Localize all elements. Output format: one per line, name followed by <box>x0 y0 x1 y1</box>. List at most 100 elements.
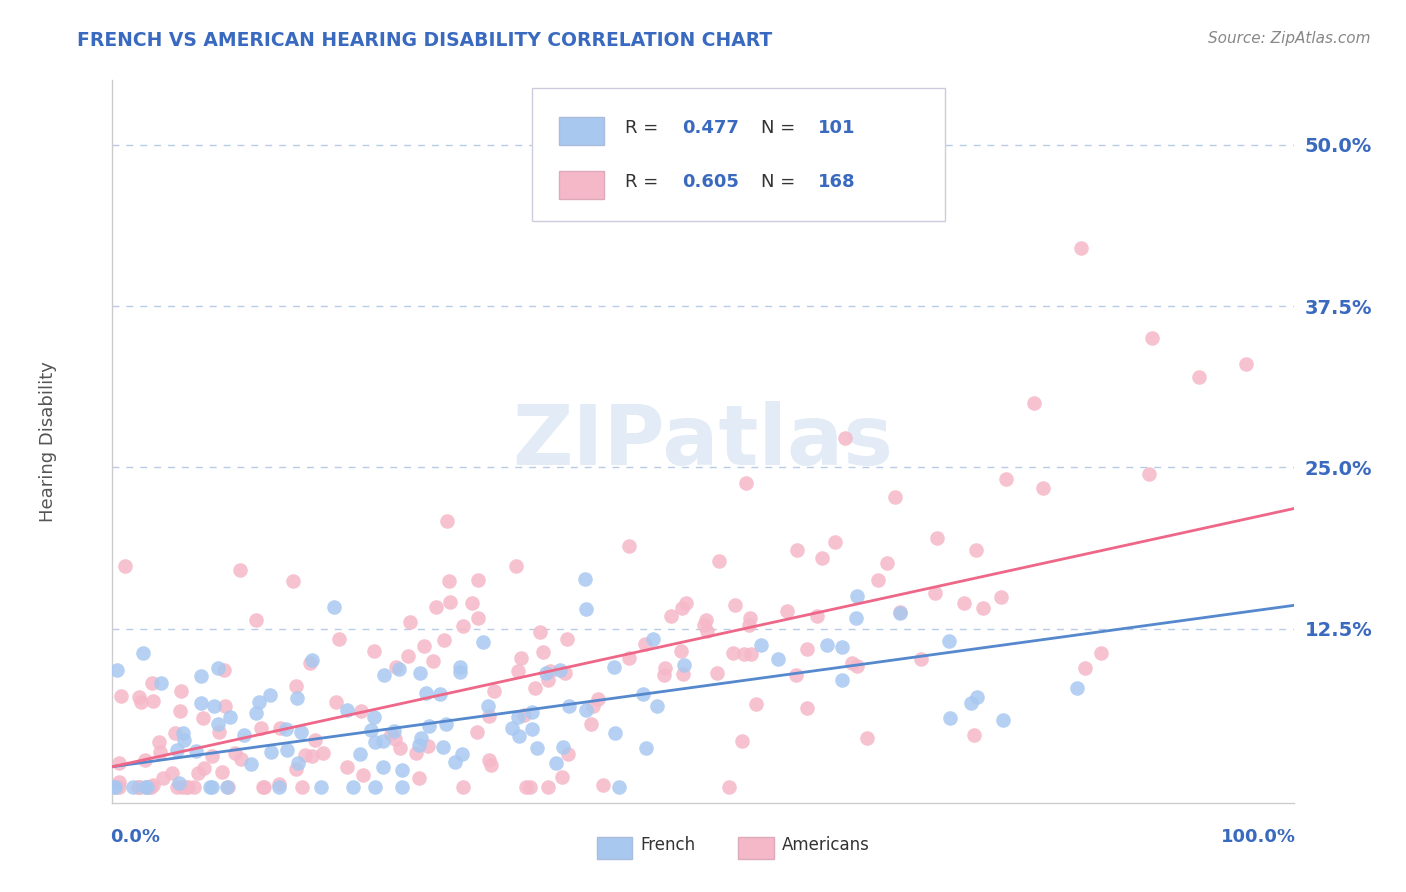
Point <box>938 634 960 648</box>
Point <box>141 780 163 795</box>
Text: FRENCH VS AMERICAN HEARING DISABILITY CORRELATION CHART: FRENCH VS AMERICAN HEARING DISABILITY CO… <box>77 31 772 50</box>
Point <box>631 688 654 702</box>
Point <box>605 726 627 740</box>
Point <box>433 632 456 647</box>
Point <box>198 780 221 795</box>
Point <box>1188 370 1211 384</box>
Point <box>520 722 543 736</box>
Point <box>796 701 818 715</box>
Point <box>142 778 165 792</box>
Point <box>449 660 471 674</box>
Point <box>160 765 183 780</box>
Point <box>592 778 614 792</box>
Point <box>285 690 308 705</box>
Point <box>555 632 578 646</box>
Point <box>103 780 125 794</box>
Point <box>373 734 395 748</box>
Point <box>311 780 333 795</box>
Point <box>538 665 561 679</box>
Point <box>201 748 224 763</box>
Point <box>810 550 832 565</box>
Text: Source: ZipAtlas.com: Source: ZipAtlas.com <box>1208 31 1371 46</box>
Point <box>1066 681 1088 695</box>
Point <box>207 717 229 731</box>
Point <box>352 767 374 781</box>
Point <box>558 698 581 713</box>
Point <box>152 772 174 786</box>
Point <box>659 609 682 624</box>
Point <box>385 660 408 674</box>
Point <box>734 476 756 491</box>
Point <box>557 747 579 762</box>
Point <box>128 690 150 705</box>
Point <box>290 724 312 739</box>
Point <box>110 690 132 704</box>
Point <box>294 747 316 762</box>
Point <box>959 696 981 710</box>
Point <box>325 695 347 709</box>
Point <box>965 543 987 558</box>
Point <box>696 624 718 639</box>
FancyBboxPatch shape <box>560 171 603 199</box>
Point <box>478 709 501 723</box>
Point <box>924 586 946 600</box>
Point <box>276 743 298 757</box>
Point <box>183 780 205 795</box>
Point <box>405 746 427 760</box>
Point <box>415 686 437 700</box>
Point <box>212 663 235 677</box>
Point <box>544 756 567 771</box>
Point <box>150 675 173 690</box>
Point <box>733 647 755 661</box>
Point <box>207 661 229 675</box>
Text: N =: N = <box>761 173 801 191</box>
Point <box>413 639 436 653</box>
Point <box>437 574 460 588</box>
Point <box>269 780 291 795</box>
Point <box>868 574 890 588</box>
Point <box>786 543 808 558</box>
Point <box>472 634 495 648</box>
Point <box>142 694 165 708</box>
Point <box>482 683 505 698</box>
Point <box>439 594 461 608</box>
Point <box>671 644 693 658</box>
Point <box>889 606 911 620</box>
Point <box>603 660 626 674</box>
Point <box>1090 646 1112 660</box>
Text: 168: 168 <box>817 173 855 191</box>
Text: 0.605: 0.605 <box>682 173 738 191</box>
Point <box>1022 396 1045 410</box>
Point <box>229 752 252 766</box>
Point <box>193 761 215 775</box>
Point <box>170 780 193 795</box>
FancyBboxPatch shape <box>531 87 945 221</box>
Point <box>114 559 136 574</box>
Point <box>551 770 574 784</box>
Point <box>806 609 828 624</box>
Point <box>167 775 190 789</box>
Point <box>149 745 172 759</box>
Point <box>336 760 359 774</box>
Point <box>190 669 212 683</box>
Point <box>177 780 200 795</box>
Text: French: French <box>640 836 696 854</box>
Point <box>328 632 350 646</box>
Point <box>214 698 236 713</box>
Point <box>730 734 752 748</box>
Point <box>515 780 537 795</box>
Point <box>260 745 283 759</box>
Point <box>536 780 558 795</box>
Point <box>524 681 547 695</box>
Point <box>479 757 502 772</box>
Point <box>501 721 523 735</box>
Point <box>418 719 440 733</box>
Point <box>554 666 576 681</box>
Point <box>550 663 572 677</box>
Point <box>408 739 430 753</box>
Point <box>301 653 323 667</box>
Point <box>506 665 529 679</box>
Point <box>588 692 610 706</box>
Point <box>136 780 159 795</box>
Point <box>323 600 346 615</box>
